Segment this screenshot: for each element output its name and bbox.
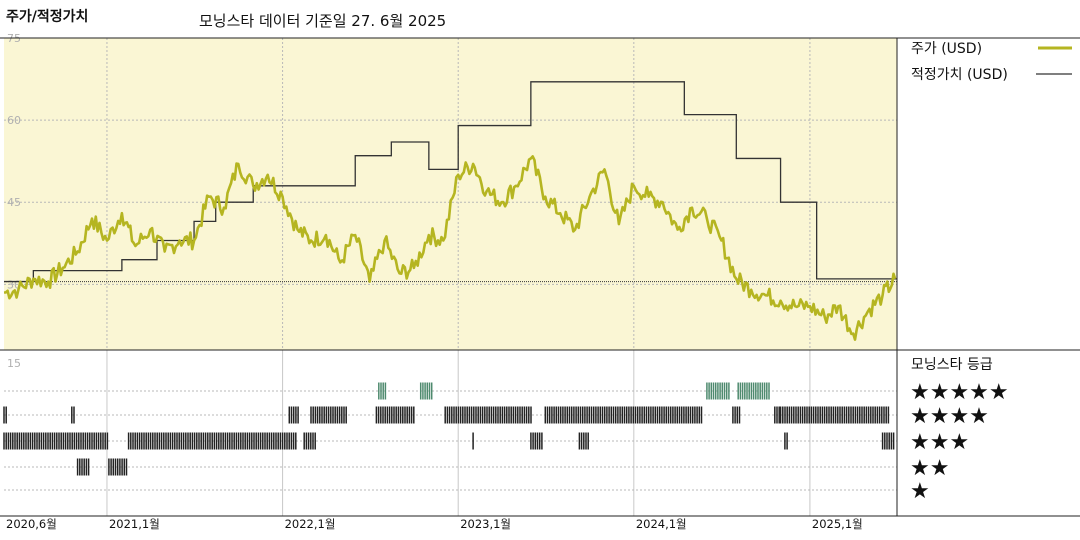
x-tick-label: 2025,1월 <box>812 517 863 531</box>
rating-label-2star: ★★ <box>910 456 949 481</box>
x-tick-label: 2022,1월 <box>285 517 336 531</box>
rating-label-1star: ★ <box>910 479 930 504</box>
y-tick-label: 60 <box>7 114 21 127</box>
series-price <box>3 155 897 341</box>
rating-panel-title: 모닝스타 등급 <box>911 357 993 373</box>
page-title: 주가/적정가치 <box>6 9 89 25</box>
chart-subtitle: 모닝스타 데이터 기준일 27. 6월 2025 <box>199 12 447 30</box>
series-fair-value <box>4 81 897 283</box>
rating-label-3star: ★★★ <box>910 430 969 455</box>
rating-y-tick: 15 <box>7 357 21 370</box>
legend-fair-value-label: 적정가치 (USD) <box>911 67 1008 83</box>
legend-price-label: 주가 (USD) <box>911 41 982 57</box>
x-tick-label: 2024,1월 <box>636 517 687 531</box>
x-tick-label: 2023,1월 <box>460 517 511 531</box>
x-tick-label: 2021,1월 <box>109 517 160 531</box>
rating-label-4star: ★★★★ <box>910 404 989 429</box>
rating-label-5star: ★★★★★ <box>910 380 1009 405</box>
plot-background <box>4 38 897 350</box>
y-tick-label: 45 <box>7 196 21 209</box>
x-tick-label: 2020,6월 <box>6 517 57 531</box>
